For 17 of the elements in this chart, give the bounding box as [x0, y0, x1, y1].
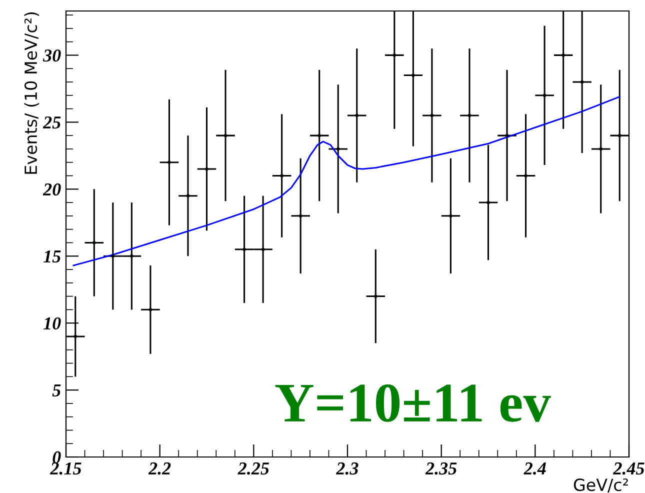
x-tick-label: 2.4	[524, 462, 546, 475]
y-tick-label: 10	[44, 317, 61, 330]
x-tick-label: 2.45	[612, 462, 644, 475]
x-axis-title: GeV/c²	[574, 478, 628, 492]
x-tick-label: 2.15	[50, 462, 82, 475]
x-tick-label: 2.2	[148, 462, 171, 475]
y-axis-title: Events/ (10 MeV/c²)	[24, 12, 40, 174]
y-tick-label: 5	[52, 384, 61, 396]
y-tick-label: 30	[42, 49, 61, 62]
x-tick-label: 2.25	[238, 462, 269, 475]
y-tick-label: 25	[42, 116, 61, 129]
y-tick-label: 0	[52, 451, 61, 464]
annotation: Y=10±11 ev	[275, 384, 551, 422]
y-tick-label: 15	[44, 250, 61, 263]
x-tick-label: 2.35	[425, 462, 457, 475]
x-tick-label: 2.3	[336, 462, 358, 475]
y-tick-label: 20	[42, 183, 61, 196]
